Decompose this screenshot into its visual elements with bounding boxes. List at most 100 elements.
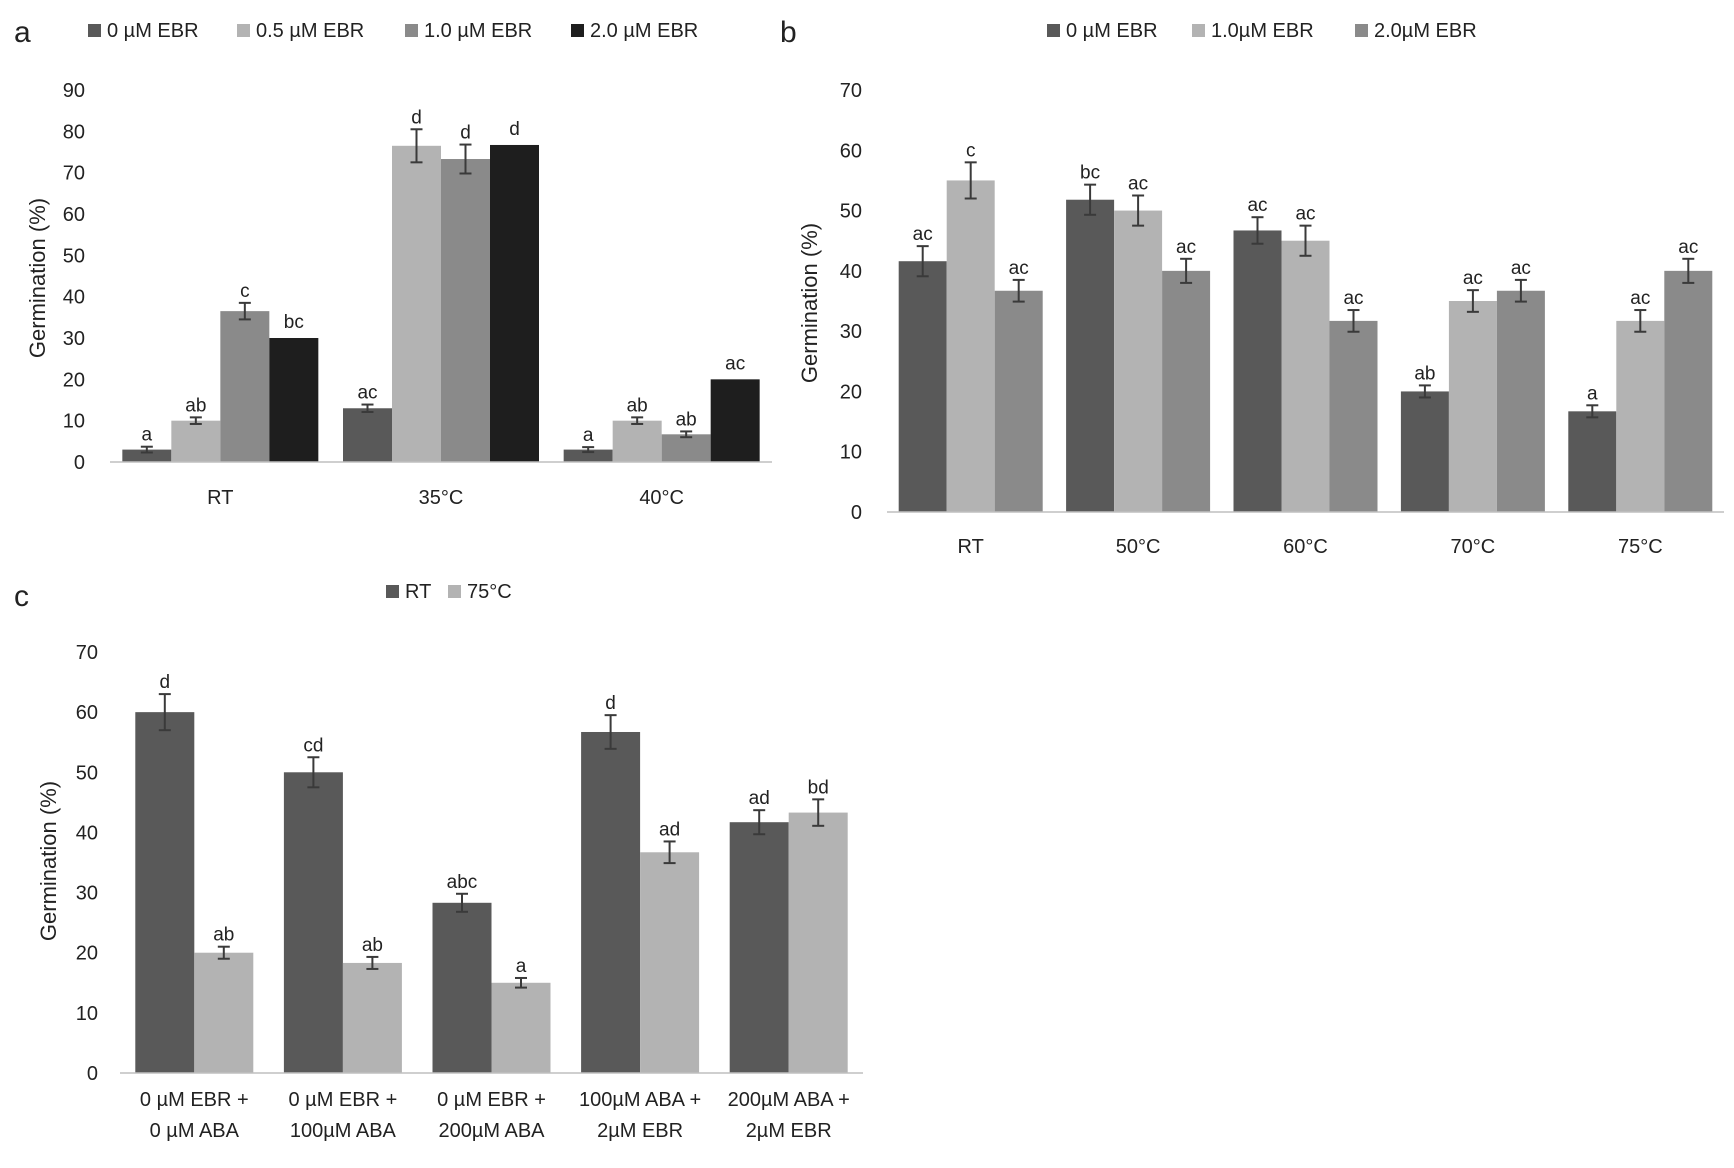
bar [122,449,172,462]
x-category-label: 75°C [1618,536,1663,558]
bar [1448,301,1497,512]
bar [194,952,254,1073]
panel-c: RT 75°C Germination (%) 0 10 20 30 40 50 60 70 d… [36,581,863,1142]
y-tick-label: 10 [63,411,85,433]
significance-label: a [1587,383,1598,404]
x-category-label: RT [207,487,233,509]
legend-label: 75°C [467,581,512,603]
y-tick-label: 0 [87,1063,98,1085]
significance-label: a [142,425,153,446]
significance-label: ab [185,395,206,416]
bar [729,822,789,1073]
panel-a-y-ticks: 0 10 20 30 40 50 60 70 80 90 [63,80,85,474]
significance-label: bd [808,777,829,798]
bar [1066,199,1115,512]
significance-label: ab [213,925,234,946]
x-category-label: 0 µM EBR +200µM ABA [437,1089,546,1142]
x-category-label: 70°C [1451,536,1496,558]
y-tick-label: 40 [63,287,85,309]
legend-swatch [386,585,399,598]
legend-label: RT [405,581,431,603]
bar [1233,230,1282,513]
bar [392,145,441,463]
bar [1400,391,1449,512]
significance-label: ac [1511,258,1531,279]
significance-label: ac [1176,237,1196,258]
legend-swatch [448,585,461,598]
y-tick-label: 80 [63,121,85,143]
significance-label: ab [362,935,383,956]
x-category-label: 40°C [639,487,684,509]
y-tick-label: 60 [840,140,862,162]
legend-swatch [88,24,101,37]
significance-label: c [966,140,976,161]
legend-label: 2.0 µM EBR [590,20,698,42]
y-tick-label: 10 [840,442,862,464]
bar [640,852,700,1073]
x-category-label: 60°C [1283,536,1328,558]
bar [343,408,392,462]
y-tick-label: 20 [76,943,98,965]
bar [710,379,760,462]
significance-label: d [460,123,471,144]
significance-label: d [605,693,616,714]
panel-b-categories: RT 50°C 60°C 70°C 75°C [958,536,1663,558]
panel-b-legend: 0 µM EBR 1.0µM EBR 2.0µM EBR [1047,20,1477,42]
bar [581,731,641,1073]
significance-label: d [509,119,520,140]
bar [490,144,539,462]
bar [1281,240,1330,512]
legend-swatch [405,24,418,37]
legend-label: 0 µM EBR [1066,20,1158,42]
bar [220,311,270,462]
y-tick-label: 40 [840,261,862,283]
significance-label: ab [1414,363,1435,384]
significance-label: a [583,425,594,446]
legend-label: 2.0µM EBR [1374,20,1477,42]
bar [171,420,221,462]
significance-label: cd [303,735,323,756]
bar [269,338,319,462]
y-tick-label: 60 [76,702,98,724]
significance-label: ac [1343,288,1363,309]
significance-label: bc [284,312,304,333]
significance-label: c [240,281,250,302]
y-tick-label: 50 [840,201,862,223]
x-category-label: 100µM ABA +2µM EBR [579,1089,701,1142]
y-tick-label: 70 [76,642,98,664]
bar [441,159,490,462]
bar [1162,270,1211,512]
x-category-label: RT [958,536,984,558]
y-tick-label: 30 [840,321,862,343]
legend-label: 0 µM EBR [107,20,199,42]
panel-a-legend: 0 µM EBR 0.5 µM EBR 1.0 µM EBR 2.0 µM EBR [88,20,698,42]
legend-swatch [1047,24,1060,37]
significance-label: ac [913,224,933,245]
panel-b-y-axis-label: Germination (%) [797,223,822,383]
significance-label: ac [725,353,745,374]
significance-label: ac [1247,195,1267,216]
significance-label: bc [1080,163,1100,184]
significance-label: ac [1009,258,1029,279]
y-tick-label: 30 [76,883,98,905]
panel-c-categories: 0 µM EBR +0 µM ABA 0 µM EBR +100µM ABA 0 µ… [140,1089,850,1142]
legend-label: 1.0µM EBR [1211,20,1314,42]
bar [1496,290,1545,512]
significance-label: ac [1630,288,1650,309]
panel-a-y-axis-label: Germination (%) [25,198,50,358]
significance-label: ac [1295,204,1315,225]
y-tick-label: 0 [74,452,85,474]
bar [135,712,195,1073]
bar [491,982,551,1073]
x-category-label: 35°C [419,487,464,509]
y-tick-label: 20 [63,369,85,391]
panel-c-letter: c [14,580,29,613]
panel-b-y-ticks: 0 10 20 30 40 50 60 70 [840,80,862,524]
significance-label: ac [1463,268,1483,289]
bar [661,434,711,462]
y-tick-label: 50 [76,762,98,784]
panel-a-categories: RT 35°C 40°C [207,487,684,509]
bar [432,902,492,1073]
